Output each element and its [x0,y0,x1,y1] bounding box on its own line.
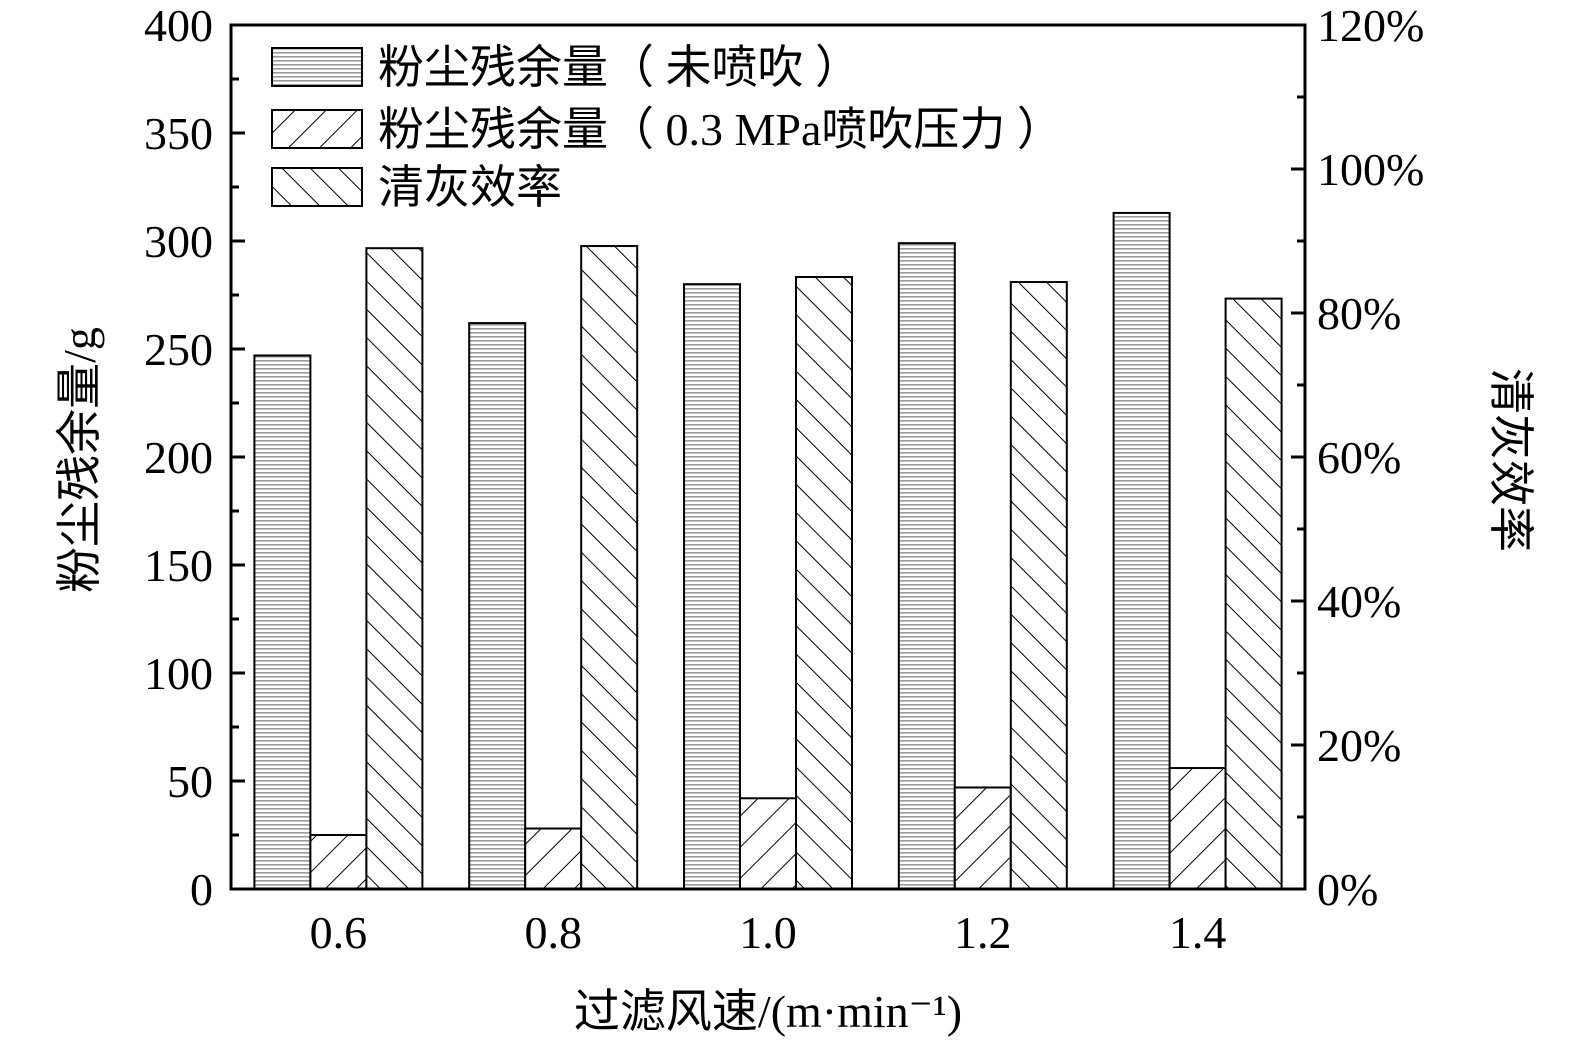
bar-dots-1.4 [1112,211,1171,891]
legend: 粉尘残余量（ 未喷吹 ） 粉尘残余量（ 0.3 MPa喷吹压力 ） 清灰效率 [271,42,1063,213]
y-tick-label: 250 [144,324,213,375]
x-tick-label: 0.8 [524,907,582,958]
bar-hatch-right-0.8 [524,827,583,891]
y-tick-label: 300 [144,216,213,267]
bar-hatch-left-1.4 [1224,297,1283,891]
bar-dots-0.6 [253,354,312,891]
y-tick-label: 50 [167,756,213,807]
axes-layer: 0 50 100 150 200 250 300 350 400 0% 20% 40% 60% 80% 10… [144,0,1424,958]
x-axis-label: 过滤风速/(m·min⁻¹) [574,986,962,1037]
legend-label: 粉尘残余量（ 未喷吹 ） [378,42,861,93]
y2-tick-label: 120% [1317,0,1424,51]
bar-dots-1.2 [897,242,956,891]
y-tick-label: 200 [144,432,213,483]
y-tick-label: 350 [144,108,213,159]
bar-hatch-left-0.8 [580,245,639,891]
x-tick-label: 0.6 [310,907,368,958]
y2-axis-label: 清灰效率 [1485,368,1536,552]
bar-dots-0.8 [468,322,527,890]
bar-hatch-right-0.6 [309,834,368,890]
y-tick-label: 100 [144,648,213,699]
bar-hatch-left-0.6 [365,247,424,890]
bar-hatch-right-1.2 [953,786,1012,890]
legend-swatch-dots [271,47,363,87]
bars-layer [253,211,1283,891]
y2-tick-label: 0% [1317,864,1378,915]
x-tick-label: 1.2 [954,907,1012,958]
y2-tick-label: 20% [1317,720,1401,771]
bar-hatch-left-1.0 [795,276,853,890]
y-tick-label: 400 [144,0,213,51]
y-tick-label: 0 [190,864,213,915]
y-tick-label: 150 [144,540,213,591]
legend-swatch-hatch-left [271,167,363,207]
y2-tick-label: 100% [1317,144,1424,195]
bar-dots-1.0 [683,283,741,890]
y2-tick-label: 40% [1317,576,1401,627]
legend-swatch-hatch-right [271,109,363,149]
bar-hatch-right-1.4 [1168,767,1227,890]
x-tick-label: 1.4 [1169,907,1227,958]
x-tick-label: 1.0 [739,907,797,958]
legend-label: 粉尘残余量（ 0.3 MPa喷吹压力 ） [378,104,1063,155]
y2-tick-label: 80% [1317,288,1401,339]
y-axis-label: 粉尘残余量/g [54,327,105,593]
legend-label: 清灰效率 [378,162,562,213]
bar-hatch-left-1.2 [1009,281,1068,891]
y2-tick-label: 60% [1317,432,1401,483]
bar-hatch-right-1.0 [739,797,797,891]
